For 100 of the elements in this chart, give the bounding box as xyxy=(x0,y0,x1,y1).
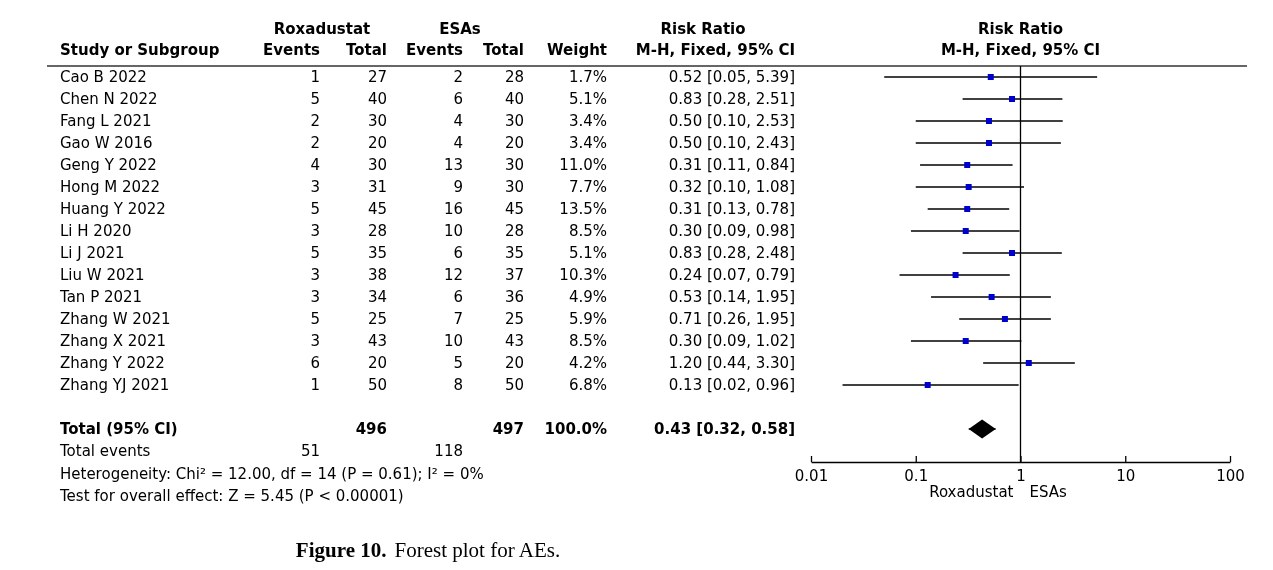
data-label: 1 xyxy=(310,376,320,394)
data-label: 0.71 [0.26, 1.95] xyxy=(668,310,795,328)
data-label: 35 xyxy=(367,244,387,262)
data-label: 45 xyxy=(504,200,524,218)
category-label: Li H 2020 xyxy=(60,222,132,240)
data-label: 5 xyxy=(310,90,320,108)
text: Roxadustat xyxy=(929,483,1014,501)
category-label: Total events xyxy=(59,442,151,460)
data-label: 6 xyxy=(453,244,463,262)
category-label: Fang L 2021 xyxy=(60,112,152,130)
data-label: 0.24 [0.07, 0.79] xyxy=(668,266,795,284)
data-label: 0.32 [0.10, 1.08] xyxy=(668,178,795,196)
data-label: 0.30 [0.09, 1.02] xyxy=(668,332,795,350)
category-label: Geng Y 2022 xyxy=(60,156,157,174)
text: Events xyxy=(406,41,464,59)
data-label: 5.1% xyxy=(568,90,607,108)
data-label: 1.20 [0.44, 3.30] xyxy=(668,354,795,372)
data-label: 36 xyxy=(504,288,524,306)
data-label: 20 xyxy=(504,354,524,372)
data-label: 8 xyxy=(453,376,463,394)
data-label: 35 xyxy=(504,244,524,262)
category-label: Cao B 2022 xyxy=(60,68,147,86)
data-label: 11.0% xyxy=(559,156,607,174)
text: Weight xyxy=(547,41,607,59)
text: Study or Subgroup xyxy=(60,41,220,59)
data-label: 3 xyxy=(310,266,320,284)
data-label: 4.2% xyxy=(568,354,607,372)
data-label: 3 xyxy=(310,332,320,350)
data-label: 0.50 [0.10, 2.53] xyxy=(668,112,795,130)
data-label: 30 xyxy=(367,156,387,174)
data-label: 100.0% xyxy=(544,420,607,438)
category-label: Zhang X 2021 xyxy=(60,332,166,350)
data-label: 45 xyxy=(367,200,387,218)
data-label: 30 xyxy=(504,112,524,130)
text: M-H, Fixed, 95% CI xyxy=(635,41,795,59)
category-label: Chen N 2022 xyxy=(60,90,158,108)
data-label: 10.3% xyxy=(559,266,607,284)
category-label: Zhang Y 2022 xyxy=(60,354,165,372)
data-label: 8.5% xyxy=(568,222,607,240)
text: Total xyxy=(483,41,524,59)
text: Total xyxy=(346,41,387,59)
data-label: 5 xyxy=(453,354,463,372)
text: Forest plot for AEs. xyxy=(394,538,561,562)
category-label: Liu W 2021 xyxy=(60,266,145,284)
data-label: 1.7% xyxy=(568,68,607,86)
caption: Figure 10. xyxy=(295,538,387,562)
data-label: 0.13 [0.02, 0.96] xyxy=(668,376,795,394)
data-label: 10 xyxy=(443,222,463,240)
data-label: 2 xyxy=(310,134,320,152)
data-label: 3 xyxy=(310,178,320,196)
data-label: 7 xyxy=(453,310,463,328)
text: ESAs xyxy=(1029,483,1068,501)
data-label: 37 xyxy=(504,266,524,284)
data-label: 2 xyxy=(453,68,463,86)
data-label: 497 xyxy=(492,420,524,438)
data-label: 13.5% xyxy=(559,200,607,218)
data-label: 31 xyxy=(367,178,387,196)
data-label: 38 xyxy=(367,266,387,284)
data-label: 0.43 [0.32, 0.58] xyxy=(654,420,795,438)
text: Test for overall effect: Z = 5.45 (P < 0.00001) xyxy=(59,487,404,505)
data-label: 5.1% xyxy=(568,244,607,262)
data-label: 4 xyxy=(453,134,463,152)
data-label: 43 xyxy=(504,332,524,350)
data-label: 9 xyxy=(453,178,463,196)
data-label: 28 xyxy=(504,222,524,240)
text: Roxadustat xyxy=(273,20,371,38)
x-tick-label: 0.01 xyxy=(794,466,829,485)
text: ESAs xyxy=(439,20,481,38)
data-label: 0.31 [0.13, 0.78] xyxy=(668,200,795,218)
category-label: Huang Y 2022 xyxy=(60,200,166,218)
data-label: 0.31 [0.11, 0.84] xyxy=(668,156,795,174)
data-label: 50 xyxy=(504,376,524,394)
data-label: 3 xyxy=(310,288,320,306)
data-label: 0.52 [0.05, 5.39] xyxy=(668,68,795,86)
data-label: 496 xyxy=(355,420,387,438)
category-label: Total (95% CI) xyxy=(60,420,178,438)
x-tick-label: 100 xyxy=(1216,466,1245,485)
x-tick-label: 1 xyxy=(1016,466,1026,485)
data-label: 34 xyxy=(367,288,387,306)
category-label: Hong M 2022 xyxy=(60,178,161,196)
data-label: 25 xyxy=(367,310,387,328)
data-label: 0.83 [0.28, 2.48] xyxy=(668,244,795,262)
data-label: 2 xyxy=(310,112,320,130)
data-label: 3 xyxy=(310,222,320,240)
data-label: 16 xyxy=(443,200,463,218)
data-label: 5.9% xyxy=(568,310,607,328)
data-label: 43 xyxy=(367,332,387,350)
text: Heterogeneity: Chi² = 12.00, df = 14 (P = 0.61); I² = 0% xyxy=(60,464,484,483)
data-label: 3.4% xyxy=(568,134,607,152)
category-label: Zhang W 2021 xyxy=(60,310,171,328)
data-label: 6 xyxy=(310,354,320,372)
data-label: 27 xyxy=(367,68,387,86)
data-label: 10 xyxy=(443,332,463,350)
data-label: 3.4% xyxy=(568,112,607,130)
data-label: 4 xyxy=(310,156,320,174)
x-tick-label: 0.1 xyxy=(904,466,929,485)
data-label: 20 xyxy=(367,134,387,152)
data-label: 5 xyxy=(310,200,320,218)
x-tick-label: 10 xyxy=(1116,466,1136,485)
data-label: 51 xyxy=(300,442,320,460)
